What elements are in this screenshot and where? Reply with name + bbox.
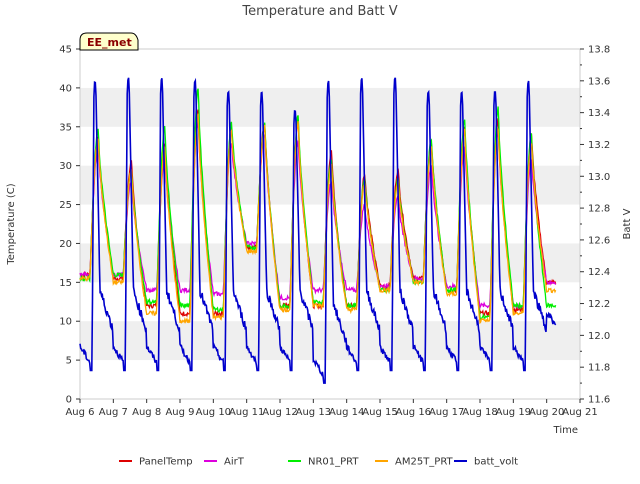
x-axis-title: Time bbox=[553, 425, 578, 436]
y-tick-label: 10 bbox=[59, 317, 72, 328]
x-tick-label: Aug 19 bbox=[496, 407, 531, 418]
x-tick-label: Aug 6 bbox=[65, 407, 94, 418]
x-tick-label: Aug 12 bbox=[262, 407, 297, 418]
y-tick-label: 40 bbox=[59, 83, 72, 94]
y-tick-label: 15 bbox=[59, 278, 72, 289]
x-tick-label: Aug 20 bbox=[529, 407, 564, 418]
x-tick-label: Aug 7 bbox=[99, 407, 128, 418]
x-tick-label: Aug 13 bbox=[296, 407, 331, 418]
x-tick-label: Aug 17 bbox=[429, 407, 464, 418]
legend-label: NR01_PRT bbox=[308, 457, 359, 468]
x-tick-label: Aug 15 bbox=[362, 407, 397, 418]
y2-tick-label: 13.4 bbox=[588, 108, 610, 119]
x-tick-label: Aug 9 bbox=[165, 407, 194, 418]
x-tick-label: Aug 11 bbox=[229, 407, 264, 418]
y2-tick-label: 13.8 bbox=[588, 45, 610, 56]
y2-tick-label: 13.0 bbox=[588, 172, 610, 183]
y-tick-label: 20 bbox=[59, 239, 72, 250]
y2-tick-label: 11.8 bbox=[588, 363, 610, 374]
x-tick-label: Aug 10 bbox=[196, 407, 231, 418]
series-line-batt-volt bbox=[79, 77, 557, 384]
y2-tick-label: 12.0 bbox=[588, 331, 610, 342]
y-axis-left: 0 5 10 15 20 25 30 35 40 45 bbox=[59, 45, 80, 406]
series-group bbox=[79, 77, 557, 384]
legend-label: batt_volt bbox=[474, 457, 518, 468]
x-tick-label: Aug 21 bbox=[562, 407, 597, 418]
y-axis-right: 11.6 11.8 12.0 12.2 12.4 12.6 12.8 13.0 13.2 13.4… bbox=[580, 45, 610, 406]
legend: PanelTemp AirT NR01_PRT AM25T_PRT batt_volt bbox=[119, 457, 518, 468]
y2-tick-label: 12.8 bbox=[588, 204, 610, 215]
legend-label: PanelTemp bbox=[139, 457, 193, 468]
chart-title: Temperature and Batt V bbox=[241, 4, 397, 19]
y-tick-label: 25 bbox=[59, 200, 72, 211]
y2-tick-label: 11.6 bbox=[588, 395, 610, 406]
y2-tick-label: 13.2 bbox=[588, 140, 610, 151]
station-label: EE_met bbox=[87, 36, 132, 49]
grid-band bbox=[80, 243, 580, 283]
y-tick-label: 0 bbox=[66, 395, 72, 406]
y2-tick-label: 12.2 bbox=[588, 299, 610, 310]
y-axis-title: Temperature (C) bbox=[6, 183, 17, 265]
legend-label: AirT bbox=[224, 457, 245, 468]
x-tick-label: Aug 18 bbox=[462, 407, 497, 418]
x-tick-label: Aug 14 bbox=[329, 407, 364, 418]
y-tick-label: 5 bbox=[66, 356, 72, 367]
y-tick-label: 35 bbox=[59, 122, 72, 133]
y-tick-label: 45 bbox=[59, 45, 72, 56]
badge-shape bbox=[79, 32, 139, 51]
y-tick-label: 30 bbox=[59, 161, 72, 172]
y2-tick-label: 12.4 bbox=[588, 267, 610, 278]
legend-label: AM25T_PRT bbox=[395, 457, 454, 468]
x-tick-label: Aug 16 bbox=[396, 407, 431, 418]
y2-axis-title: Batt V bbox=[622, 208, 633, 239]
x-tick-label: Aug 8 bbox=[132, 407, 161, 418]
grid-band bbox=[80, 321, 580, 361]
y2-tick-label: 13.6 bbox=[588, 76, 610, 87]
station-badge: EE_met bbox=[79, 32, 139, 51]
y2-tick-label: 12.6 bbox=[588, 235, 610, 246]
